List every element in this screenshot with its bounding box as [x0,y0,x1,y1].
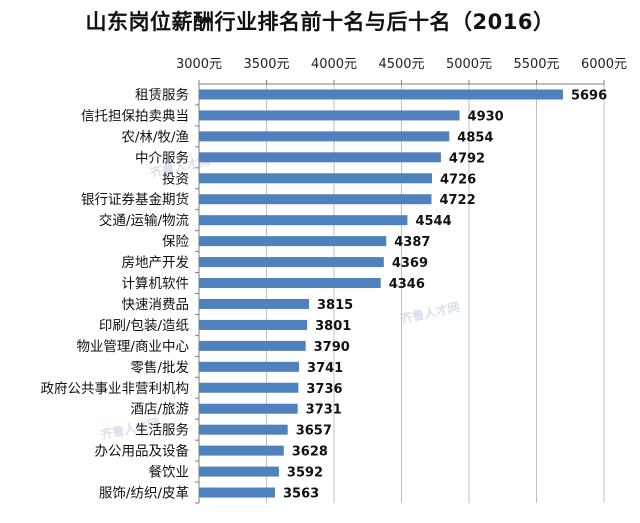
bar [199,110,460,121]
data-label: 3736 [306,382,342,397]
category-label: 物业管理/商业中心 [76,339,189,355]
bar [199,278,381,289]
x-tick-label: 5000元 [446,57,492,72]
data-label: 3801 [315,319,351,334]
x-tick-label: 3500元 [243,57,289,72]
data-label: 5696 [571,88,607,103]
bar [199,382,299,393]
bar [199,424,288,435]
bar [199,445,284,456]
category-label: 餐饮业 [149,465,190,481]
x-tick-label: 5500元 [513,57,559,72]
data-label: 3657 [296,424,332,439]
data-label: 3592 [287,466,323,481]
data-label: 4930 [468,109,504,124]
category-label: 银行证券基金期货 [81,191,189,208]
data-label: 3815 [317,298,353,313]
bar [199,257,384,268]
bar [199,236,387,247]
category-label: 零售/批发 [130,360,189,376]
bar [199,466,279,477]
category-label: 服饰/纺织/皮革 [99,486,189,502]
category-label: 印刷/包装/造纸 [99,318,190,334]
data-label: 3563 [283,487,319,502]
data-label: 4726 [440,172,476,187]
data-label: 4369 [392,256,428,271]
bar [199,487,276,498]
category-label: 计算机软件 [122,276,190,292]
chart-title: 山东岗位薪酬行业排名前十名与后十名（2016） [85,10,555,34]
bar [199,173,433,184]
data-label: 4792 [449,151,485,166]
bar [199,361,300,372]
x-tick-label: 3000元 [176,57,222,72]
data-label: 4722 [439,193,475,208]
data-label: 3741 [307,361,343,376]
category-label: 投资 [162,171,189,187]
data-label: 3731 [306,403,342,418]
bar [199,152,441,163]
bar [199,319,308,330]
bar [199,194,432,205]
data-label: 4544 [415,214,451,229]
bar [199,89,563,100]
bar [199,298,310,309]
category-label: 房地产开发 [122,255,190,271]
x-tick-label: 6000元 [581,57,627,72]
data-label: 3790 [314,340,350,355]
x-tick-label: 4000元 [311,57,357,72]
data-label: 4854 [457,130,493,145]
x-tick-label: 4500元 [378,57,424,72]
category-label: 快速消费品 [122,297,190,313]
data-label: 3628 [292,445,328,460]
bar [199,215,408,226]
bar [199,403,298,414]
category-label: 交通/运输/物流 [99,212,190,229]
data-label: 4387 [394,235,430,250]
bar [199,340,306,351]
data-label: 4346 [389,277,425,292]
category-label: 办公用品及设备 [95,443,190,460]
category-label: 生活服务 [135,423,189,439]
category-label: 中介服务 [135,150,189,166]
category-label: 租赁服务 [135,87,189,103]
category-label: 保险 [162,234,189,250]
category-label: 政府公共事业非营利机构 [41,381,190,397]
category-label: 酒店/旅游 [130,402,189,418]
category-label: 信托担保拍卖典当 [81,108,189,124]
category-label: 农/林/牧/渔 [121,129,189,145]
bar [199,131,450,142]
